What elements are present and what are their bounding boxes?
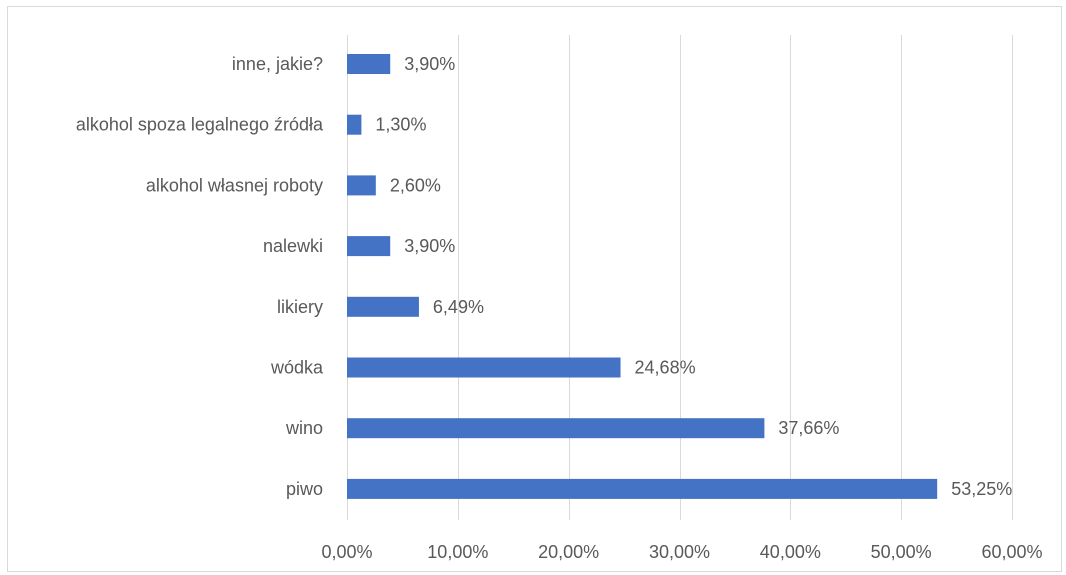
data-label: 53,25% [951,479,1012,499]
data-label: 3,90% [404,236,455,256]
chart-frame [7,6,1062,572]
bar [347,236,391,257]
data-label: 6,49% [433,297,484,317]
data-label: 37,66% [778,418,839,438]
bar [347,478,938,499]
x-tick-label: 20,00% [538,542,599,562]
bar [347,54,391,74]
category-label: likiery [277,297,323,317]
bar [347,296,419,317]
category-label: nalewki [263,236,323,256]
category-label: wino [285,418,323,438]
x-tick-label: 30,00% [649,542,710,562]
bars [347,54,938,499]
category-label: piwo [286,479,323,499]
category-label: alkohol spoza legalnego źródła [76,115,324,135]
x-tick-label: 60,00% [981,542,1042,562]
x-tick-label: 0,00% [321,542,372,562]
category-label: inne, jakie? [232,54,323,74]
labels: 0,00% 10,00% 20,00% 30,00% 40,00% 50,00% 60,00… [76,54,1043,562]
bar [347,175,376,196]
x-tick-label: 50,00% [871,542,932,562]
category-label: alkohol własnej roboty [146,175,323,195]
bar [347,114,362,135]
data-label: 24,68% [635,358,696,378]
category-label: wódka [270,358,324,378]
bar [347,418,765,439]
data-label: 2,60% [390,175,441,195]
data-label: 3,90% [404,54,455,74]
x-tick-label: 10,00% [427,542,488,562]
bar [347,357,621,378]
x-tick-label: 40,00% [760,542,821,562]
gridlines [347,35,1013,520]
data-label: 1,30% [375,115,426,135]
